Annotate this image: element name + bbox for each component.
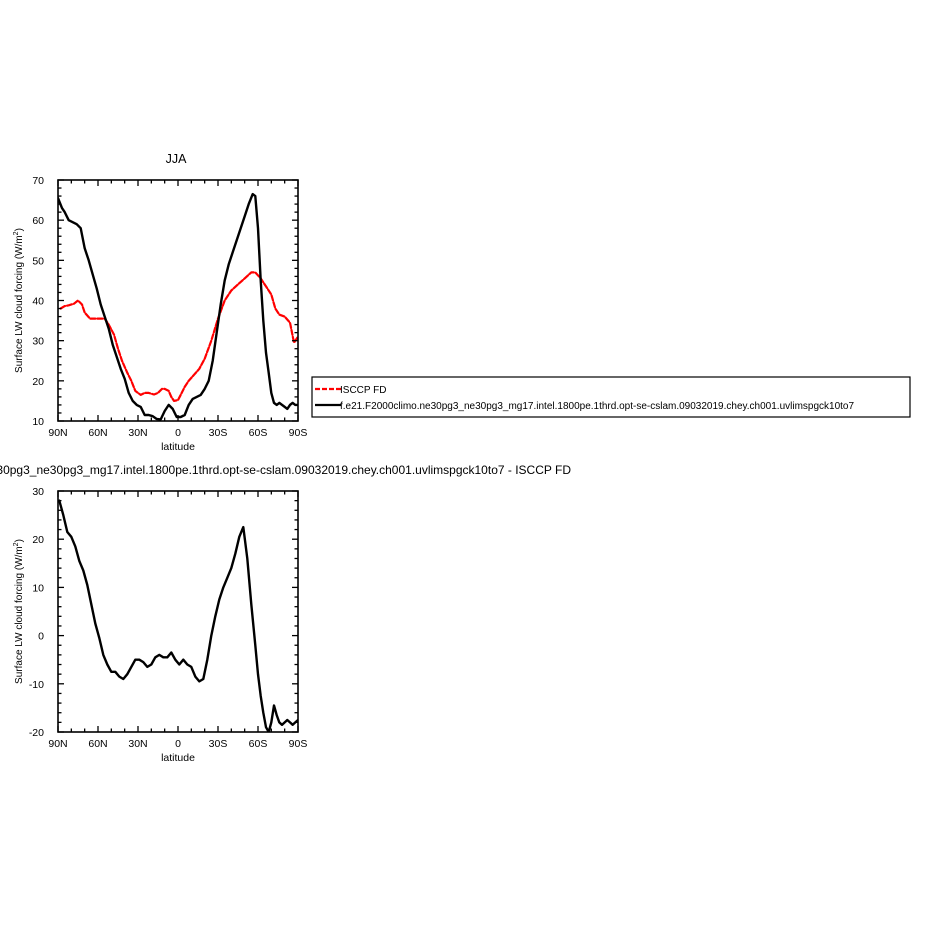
y-tick-label: 20 (32, 376, 44, 388)
chart-title: f.e21.F2000climo.ne30pg3_ne30pg3_mg17.in… (0, 463, 571, 477)
x-tick-label: 90S (289, 427, 308, 439)
y-tick-label: 10 (32, 416, 44, 428)
x-tick-label: 90N (48, 427, 67, 439)
x-axis-label: latitude (161, 441, 195, 453)
x-tick-label: 60N (88, 738, 107, 750)
y-tick-label: 60 (32, 215, 44, 227)
y-axis-label-text: Surface LW cloud forcing (W/m (14, 546, 25, 684)
x-tick-label: 90N (48, 738, 67, 750)
y-tick-label: 40 (32, 296, 44, 308)
y-tick-label: -20 (29, 727, 44, 739)
chart-title: JJA (166, 152, 188, 166)
y-tick-label: 20 (32, 534, 44, 546)
y-tick-label: 30 (32, 486, 44, 498)
x-tick-label: 30N (128, 738, 147, 750)
y-tick-label: 70 (32, 175, 44, 187)
series-line-1 (59, 271, 298, 402)
legend-box (311, 376, 911, 418)
y-axis-label-superscript: 2 (13, 542, 20, 546)
y-axis-label: Surface LW cloud forcing (W/m2) (13, 228, 25, 373)
series-line-1 (58, 499, 298, 732)
x-tick-label: 30N (128, 427, 147, 439)
y-tick-label: 0 (38, 631, 44, 643)
panel-2: 90N 60N 30N 0 30S 60S 90S -20 -10 0 10 20 30 latitude… (0, 463, 571, 764)
legend: ISCCP FD f.e21.F2000climo.ne30pg3_ne30pg3… (311, 376, 911, 418)
x-tick-label: 0 (175, 427, 181, 439)
y-tick-label: 30 (32, 336, 44, 348)
series-line-2 (58, 192, 298, 421)
panel-1: 90N 60N 30N 0 30S 60S 90S 10 20 30 40 50 60 70 latitud… (13, 152, 307, 453)
x-tick-label: 60S (249, 738, 268, 750)
x-tick-label: 0 (175, 738, 181, 750)
y-axis-label-tail: ) (14, 539, 25, 542)
y-axis-label-text: Surface LW cloud forcing (W/m (14, 235, 25, 373)
y-tick-label: 50 (32, 255, 44, 267)
y-axis-label: Surface LW cloud forcing (W/m2) (13, 539, 25, 684)
y-axis-label-tail: ) (14, 228, 25, 231)
y-axis-label-superscript: 2 (13, 231, 20, 235)
x-tick-label: 60S (249, 427, 268, 439)
x-axis-label: latitude (161, 752, 195, 764)
y-tick-label: -10 (29, 679, 44, 691)
x-tick-label: 30S (209, 427, 228, 439)
legend-label-1: ISCCP FD (340, 385, 387, 396)
x-tick-label: 60N (88, 427, 107, 439)
x-tick-label: 90S (289, 738, 308, 750)
x-tick-label: 30S (209, 738, 228, 750)
y-tick-label: 10 (32, 582, 44, 594)
legend-label-2: f.e21.F2000climo.ne30pg3_ne30pg3_mg17.in… (340, 401, 854, 412)
